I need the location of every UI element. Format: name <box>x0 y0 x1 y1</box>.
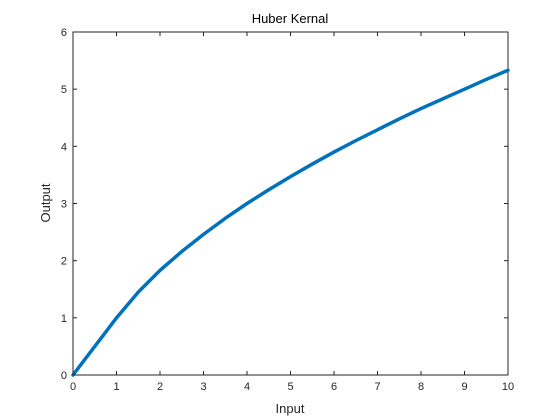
x-tick-label: 9 <box>461 381 467 393</box>
x-tick-label: 5 <box>287 381 293 393</box>
tick-layer: 0 1 2 3 4 5 6 7 8 9 10 0 1 2 3 4 5 6 <box>61 27 514 393</box>
x-tick-label: 7 <box>374 381 380 393</box>
x-axis-label: Input <box>276 401 305 416</box>
y-tick-label: 3 <box>61 199 67 211</box>
y-tick-label: 1 <box>61 313 67 325</box>
series-line <box>71 68 510 377</box>
x-tick-label: 4 <box>244 381 250 393</box>
x-tick-label: 1 <box>113 381 119 393</box>
x-tick-label: 2 <box>157 381 163 393</box>
series-layer <box>71 68 510 377</box>
y-tick-label: 6 <box>61 27 67 39</box>
x-tick-label: 8 <box>418 381 424 393</box>
chart-title: Huber Kernal <box>252 11 329 26</box>
y-tick-label: 0 <box>61 370 67 382</box>
y-tick-label: 2 <box>61 256 67 268</box>
y-tick-label: 5 <box>61 84 67 96</box>
plot-area <box>72 31 509 376</box>
y-axis-label: Output <box>38 183 53 222</box>
x-tick-label: 6 <box>331 381 337 393</box>
x-tick-label: 3 <box>200 381 206 393</box>
x-tick-label: 0 <box>70 381 76 393</box>
y-tick-label: 4 <box>61 141 67 153</box>
x-tick-label: 10 <box>502 381 514 393</box>
